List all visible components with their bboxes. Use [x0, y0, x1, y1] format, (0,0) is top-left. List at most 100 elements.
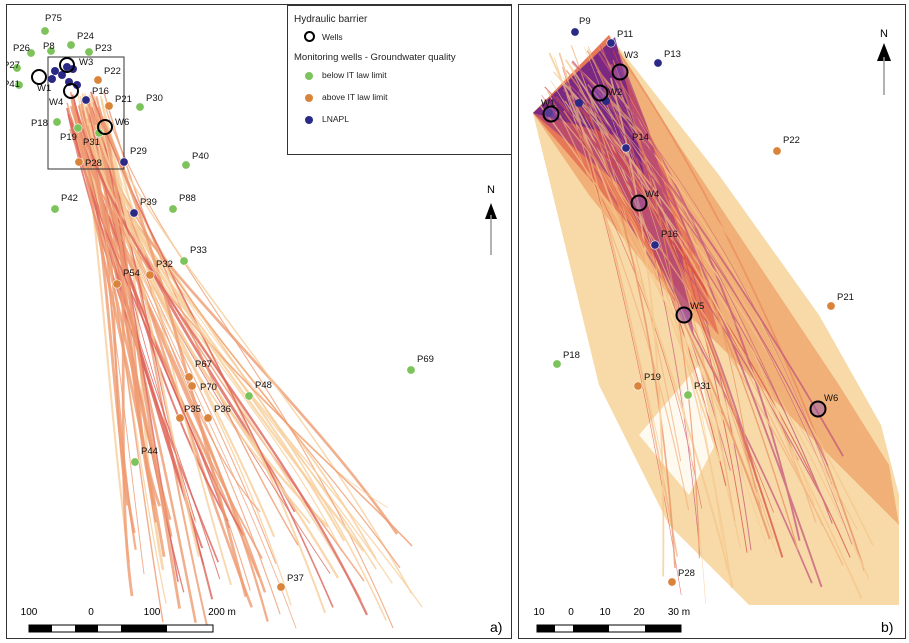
flowpath-line	[71, 94, 369, 616]
barrier-well-label: W3	[624, 50, 638, 61]
monitoring-well-p27	[12, 63, 22, 73]
monitoring-well-p16	[650, 240, 660, 250]
map-panel-a: P75 P24 P26 P8 P23 P27 P41 P22 P30 P21 P16 P18 P19 P3…	[6, 4, 512, 639]
flowpath-line	[597, 52, 801, 541]
monitoring-well-label: P33	[190, 245, 207, 256]
monitoring-well-label: P16	[661, 229, 678, 240]
monitoring-well-p14	[621, 143, 631, 153]
flowpath-line	[609, 77, 665, 577]
monitoring-well-p32	[145, 270, 155, 280]
monitoring-well-label: P40	[192, 151, 209, 162]
flowpath-line	[88, 122, 340, 579]
barrier-well-label: W4	[49, 97, 63, 108]
monitoring-well-label: P31	[83, 137, 100, 148]
monitoring-well-label: P70	[200, 382, 217, 393]
monitoring-well-label: P18	[563, 350, 580, 361]
monitoring-well-p21	[826, 301, 836, 311]
scale-tick-label: 100	[144, 607, 161, 618]
scale-tick-label: 20	[633, 607, 645, 618]
scale-tick-label: 30 m	[668, 607, 690, 618]
flowpath-line	[548, 52, 734, 588]
panel-label: a)	[490, 619, 502, 635]
barrier-well-w6	[97, 119, 113, 135]
flowpath-line	[571, 60, 844, 457]
barrier-well-w2	[591, 84, 609, 102]
monitoring-well-p22	[772, 146, 782, 156]
monitoring-well-p18	[52, 117, 62, 127]
monitoring-well-p22	[93, 75, 103, 85]
scale-tick-label: 100	[21, 607, 38, 618]
lnapl-cluster-dot	[51, 67, 59, 75]
monitoring-well-p37	[276, 582, 286, 592]
monitoring-well-label: P26	[13, 43, 30, 54]
flowpath-line	[602, 88, 784, 558]
lnapl-cluster-dot	[58, 71, 66, 79]
flowpath-line	[610, 63, 823, 588]
monitoring-well-label: P11	[617, 29, 633, 40]
monitoring-well-label: P75	[45, 13, 62, 24]
barrier-well-w5	[675, 306, 693, 324]
barrier-well-label: W2	[608, 87, 622, 98]
monitoring-well-label: P28	[678, 568, 695, 579]
barrier-well-w1	[31, 69, 47, 85]
flowpath-line	[546, 89, 690, 511]
scale-tick-label: 0	[568, 607, 574, 618]
monitoring-well-label: P9	[579, 16, 591, 27]
monitoring-well-label: P19	[60, 132, 77, 143]
flowpath-line	[565, 69, 764, 518]
flowpath-plume	[66, 90, 423, 632]
legend-below-label: below IT law limit	[322, 70, 387, 80]
monitoring-well-label: P22	[104, 66, 121, 77]
monitoring-well-label: P21	[837, 292, 854, 303]
legend-below-symbol	[305, 72, 313, 80]
monitoring-well-p31	[683, 390, 693, 400]
monitoring-well-p36	[203, 413, 213, 423]
flowpath-line	[571, 61, 884, 482]
monitoring-well-p69	[406, 365, 416, 375]
scale-bar: 100 0 100 200 m	[21, 607, 236, 633]
scale-tick-label: 200 m	[208, 607, 236, 618]
monitoring-well-label: P36	[214, 404, 231, 415]
barrier-well-w6	[809, 400, 827, 418]
flowpath-line	[555, 96, 828, 507]
barrier-wells-layer: W1 W3 W2 W4 W5 W6	[541, 50, 838, 418]
monitoring-well-label: P16	[92, 86, 109, 97]
legend-wells-symbol	[304, 31, 315, 42]
map-panel-b: P9 P11 P13 P14 P16 P22 P21 P18 P19 P31 P28 W1 W3 W2 W…	[518, 4, 906, 639]
monitoring-well-p9	[570, 27, 580, 37]
monitoring-well-label: P24	[77, 31, 94, 42]
flowpath-line	[597, 101, 838, 509]
barrier-wells-layer: W1 W3 W4 W6	[31, 57, 129, 135]
monitoring-well-p44	[130, 457, 140, 467]
monitoring-well-p48	[244, 391, 254, 401]
monitoring-well-p33	[179, 256, 189, 266]
flowpath-line	[562, 67, 682, 596]
flowpath-line	[76, 92, 423, 608]
monitoring-well-p13	[653, 58, 663, 68]
flowpath-line	[566, 81, 829, 467]
flowpath-line	[599, 45, 752, 551]
monitoring-well-label: P22	[783, 135, 800, 146]
monitoring-well-label: P37	[287, 573, 304, 584]
flowpath-line	[584, 101, 676, 569]
monitoring-well-p30	[135, 102, 145, 112]
monitoring-well-p28	[74, 157, 84, 167]
monitoring-well-label: P28	[85, 158, 102, 169]
monitoring-well-label: P8	[43, 41, 55, 52]
north-arrow: N	[877, 28, 891, 95]
lnapl-cluster-dot	[48, 75, 56, 83]
monitoring-well-p11	[606, 38, 616, 48]
monitoring-well-label: P67	[195, 359, 212, 370]
panel-label: b)	[881, 619, 893, 635]
legend-wells-label: Wells	[322, 32, 343, 42]
north-arrow: N	[485, 184, 497, 255]
legend-title-quality: Monitoring wells - Groundwater quality	[294, 52, 456, 63]
monitoring-well-p88	[168, 204, 178, 214]
monitoring-well-p40	[181, 160, 191, 170]
flowpath-line	[86, 125, 267, 593]
flowpath-line	[544, 86, 851, 558]
monitoring-well-p54	[112, 279, 122, 289]
monitoring-well-p39	[129, 208, 139, 218]
monitoring-well-p24	[66, 40, 76, 50]
